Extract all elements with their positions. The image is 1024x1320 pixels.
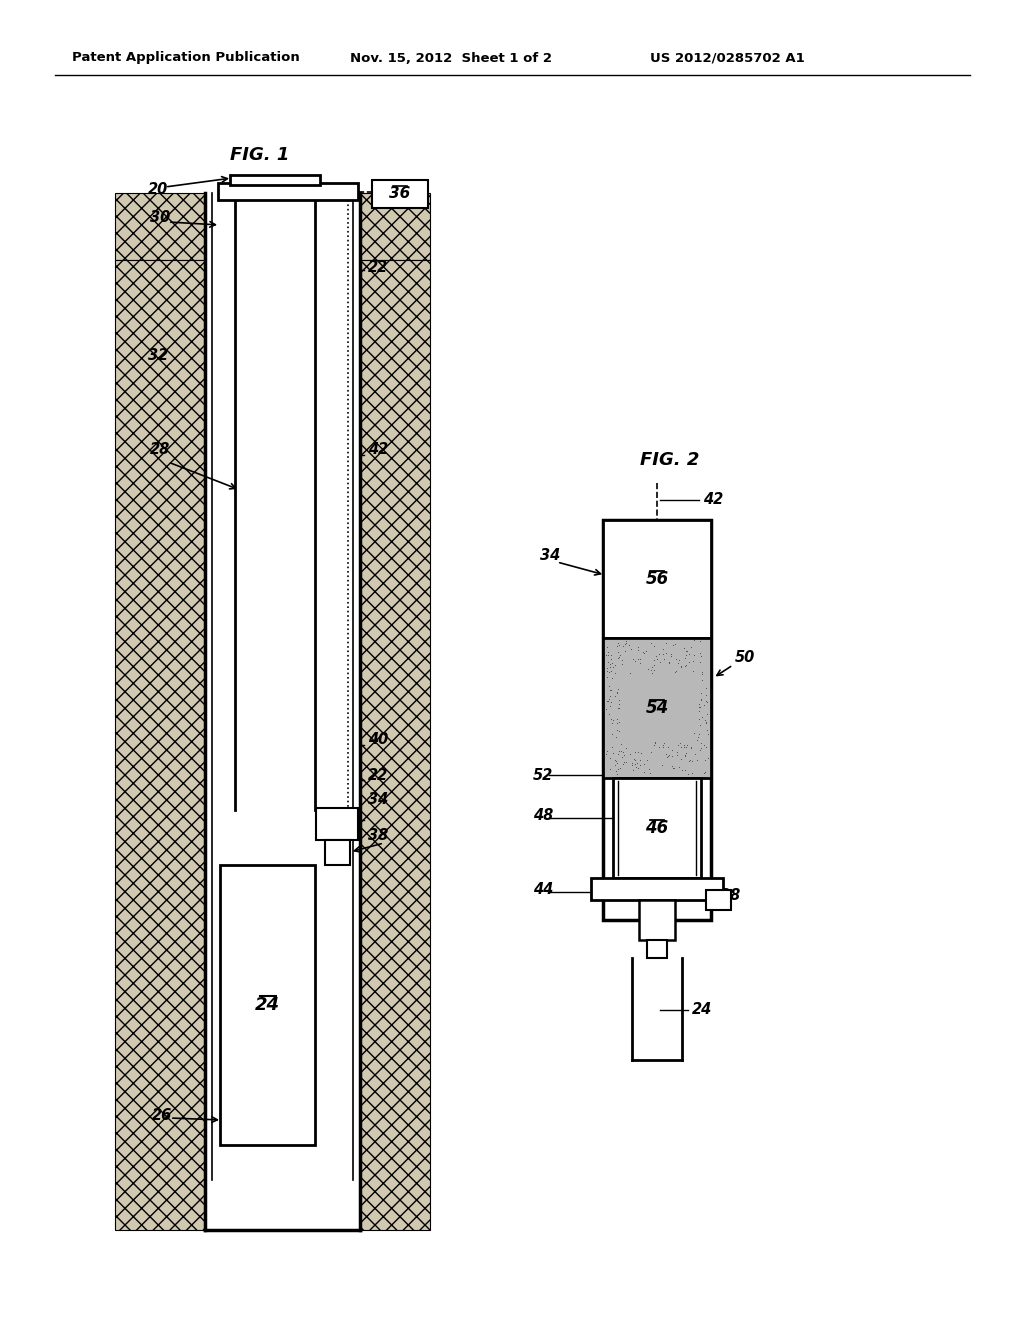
- Text: 36: 36: [389, 186, 411, 202]
- Text: 28: 28: [150, 442, 170, 458]
- Text: 42: 42: [703, 492, 723, 507]
- Text: 56: 56: [645, 570, 669, 587]
- Text: FIG. 2: FIG. 2: [640, 451, 699, 469]
- Text: 44: 44: [534, 883, 553, 898]
- Bar: [234, 198, 315, 810]
- Bar: [205, 193, 360, 1230]
- Bar: [603, 638, 711, 777]
- Bar: [360, 260, 430, 1230]
- Text: 34: 34: [540, 548, 560, 562]
- Text: 54: 54: [645, 700, 669, 717]
- Bar: [115, 260, 205, 1230]
- Text: 20: 20: [148, 182, 168, 198]
- Bar: [115, 193, 205, 260]
- Text: 46: 46: [645, 818, 669, 837]
- Bar: [230, 176, 319, 185]
- Bar: [316, 808, 358, 840]
- Text: 48: 48: [534, 808, 553, 822]
- Bar: [613, 777, 701, 878]
- Text: 24: 24: [692, 1002, 713, 1018]
- Text: Nov. 15, 2012  Sheet 1 of 2: Nov. 15, 2012 Sheet 1 of 2: [350, 51, 552, 65]
- Text: 22: 22: [368, 767, 388, 783]
- Bar: [639, 900, 675, 940]
- Bar: [603, 520, 711, 920]
- Text: 40: 40: [368, 733, 388, 747]
- Text: 52: 52: [534, 767, 553, 783]
- Bar: [706, 890, 731, 909]
- Bar: [591, 878, 723, 900]
- Text: 34: 34: [368, 792, 388, 808]
- Text: 38: 38: [368, 828, 388, 842]
- Text: 22: 22: [368, 260, 388, 276]
- Text: 32: 32: [148, 347, 168, 363]
- Text: 42: 42: [368, 442, 388, 458]
- Text: 30: 30: [150, 210, 170, 226]
- Bar: [360, 193, 430, 260]
- Text: 38: 38: [720, 887, 740, 903]
- Bar: [372, 180, 428, 209]
- Text: 26: 26: [152, 1107, 172, 1122]
- Bar: [603, 520, 711, 638]
- Text: 50: 50: [735, 651, 756, 665]
- Bar: [218, 183, 358, 201]
- Text: FIG. 1: FIG. 1: [230, 147, 290, 164]
- Text: Patent Application Publication: Patent Application Publication: [72, 51, 300, 65]
- Bar: [647, 940, 667, 958]
- Text: US 2012/0285702 A1: US 2012/0285702 A1: [650, 51, 805, 65]
- Bar: [220, 865, 315, 1144]
- Bar: [325, 840, 350, 865]
- Text: 24: 24: [255, 997, 280, 1014]
